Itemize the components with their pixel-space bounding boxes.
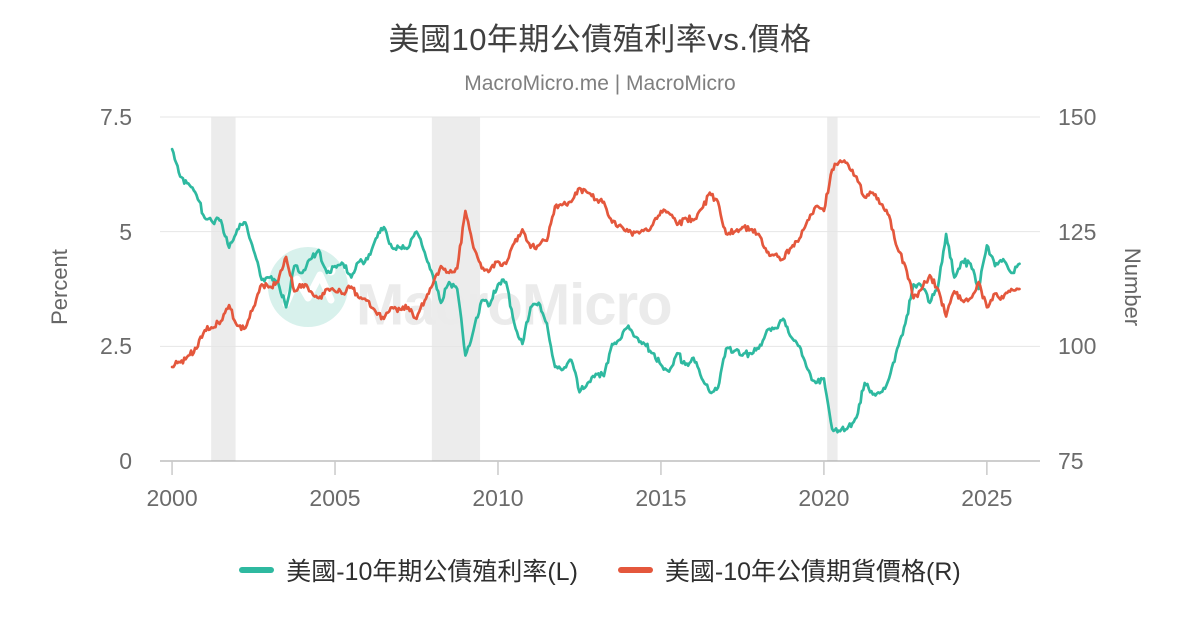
recession-band [211, 117, 236, 461]
yield-line-series [170, 147, 1021, 434]
recession-band [827, 117, 838, 461]
legend-item-price[interactable]: 美國-10年公債期貨價格(R) [617, 552, 961, 588]
x-axis-tick: 2005 [309, 485, 361, 511]
x-axis-tick: 2025 [961, 485, 1013, 511]
right-axis-tick: 75 [1058, 448, 1084, 474]
price-line-series [170, 159, 1021, 369]
chart-legend: 美國-10年期公債殖利率(L) 美國-10年公債期貨價格(R) [0, 552, 1200, 588]
right-axis-tick: 125 [1058, 218, 1097, 245]
chart-title: 美國10年期公債殖利率vs.價格 [388, 22, 812, 57]
left-axis-tick: 7.5 [100, 104, 132, 130]
x-axis-tick: 2020 [798, 485, 850, 511]
legend-label-price: 美國-10年公債期貨價格(R) [664, 558, 961, 586]
left-axis-tick: 0 [119, 448, 132, 474]
legend-item-yield[interactable]: 美國-10年期公債殖利率(L) [239, 552, 578, 588]
left-axis-tick: 2.5 [100, 333, 132, 360]
right-axis-tick: 100 [1058, 333, 1097, 360]
x-axis-tick: 2010 [472, 485, 524, 511]
chart-subtitle: MacroMicro.me | MacroMicro [464, 72, 736, 95]
left-axis-tick: 5 [119, 218, 132, 245]
watermark-text: MacroMicro [356, 272, 672, 337]
x-axis-tick: 2000 [146, 485, 198, 511]
legend-label-yield: 美國-10年期公債殖利率(L) [286, 558, 578, 586]
price-series-swatch-icon [617, 567, 653, 573]
yield-series-swatch-icon [239, 567, 275, 573]
x-axis-tick: 2015 [635, 485, 687, 511]
right-axis-tick: 150 [1058, 104, 1097, 130]
